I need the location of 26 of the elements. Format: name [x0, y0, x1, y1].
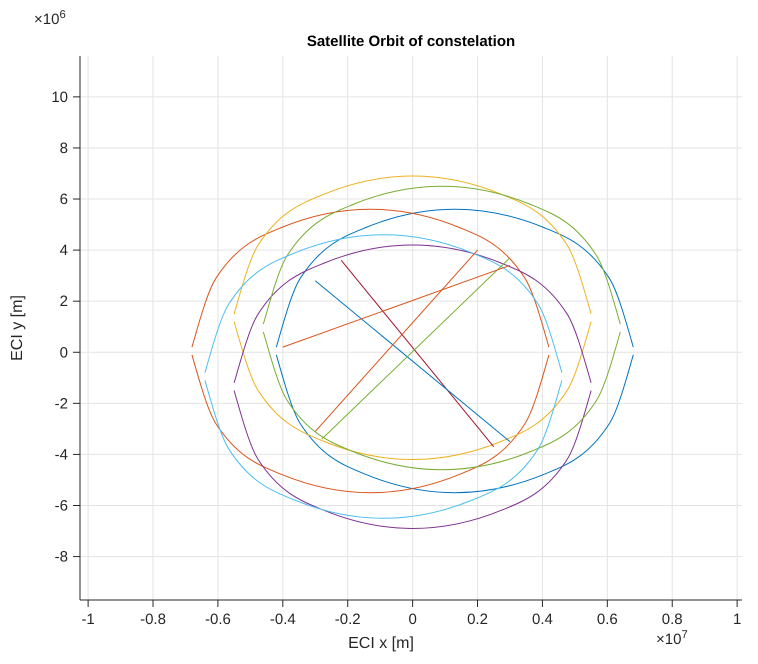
text: ×10$^{6}$	[34, 9, 66, 28]
x-tick-label: -0.6	[204, 611, 231, 628]
x-tick-label: 1	[732, 611, 742, 628]
x-tick-label: -0.2	[334, 611, 361, 628]
y-tick-label: 10	[51, 88, 68, 106]
y-tick-label: 4	[60, 242, 68, 260]
y-tick-label: 0	[60, 344, 68, 362]
x-tick-label: -0.8	[140, 611, 166, 628]
y-tick-label: -2	[54, 395, 68, 412]
x-tick-label: 0	[408, 611, 417, 628]
y-tick-label: -4	[54, 446, 68, 464]
y-tick-label: 2	[60, 293, 68, 310]
x-axis-title: ECI x [m]	[348, 635, 414, 652]
x-tick-label: 0.6	[596, 611, 618, 628]
x-tick-label: -1	[81, 611, 95, 628]
y-axis-title: ECI y [m]	[9, 295, 26, 361]
x-tick-label: 0.4	[532, 611, 553, 628]
chart-title: Satellite Orbit of constelation	[306, 33, 516, 50]
x-tick-label: 0.8	[662, 611, 683, 628]
y-tick-label: 6	[60, 191, 68, 208]
y-tick-label: 8	[60, 140, 68, 157]
y-tick-label: -6	[54, 498, 68, 514]
x-tick-label: -0.4	[270, 611, 296, 628]
text: ×10$^{7}$	[656, 629, 688, 648]
x-tick-label: 0.2	[467, 611, 488, 628]
y-tick-label: -8	[54, 548, 68, 566]
